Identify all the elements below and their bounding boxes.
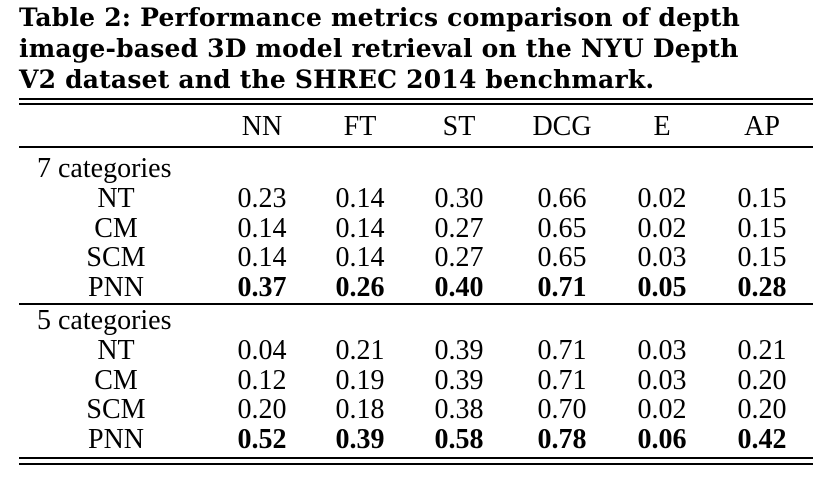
table-cell-ft: 0.14 — [335, 183, 385, 214]
row-method-scm: SCM — [86, 394, 146, 425]
table-cell-ft: 0.39 — [335, 423, 385, 455]
table-caption: Table 2: Performance metrics comparison … — [19, 2, 819, 95]
section-label: 7 categories — [37, 153, 172, 184]
table-cell-e: 0.02 — [637, 212, 687, 244]
row-method-scm: SCM — [86, 242, 146, 273]
section-rule — [19, 303, 813, 305]
table-cell-st: 0.27 — [434, 212, 484, 244]
table-cell-st: 0.40 — [434, 271, 484, 303]
caption-line-1: Table 2: Performance metrics comparison … — [19, 3, 741, 32]
table-cell-nn: 0.52 — [237, 423, 287, 455]
table-cell-nn: 0.23 — [237, 183, 287, 214]
table-cell-e: 0.03 — [637, 364, 687, 396]
table-cell-nn: 0.14 — [237, 212, 287, 244]
caption-line-3: V2 dataset and the SHREC 2014 benchmark. — [19, 65, 655, 94]
table-cell-dcg: 0.70 — [537, 394, 587, 425]
table-cell-ap: 0.15 — [737, 183, 787, 214]
table-cell-st: 0.30 — [434, 183, 484, 214]
table-cell-ap: 0.20 — [737, 364, 787, 396]
column-header-st: ST — [442, 111, 476, 142]
table-cell-ap: 0.15 — [737, 242, 787, 273]
table-cell-ft: 0.21 — [335, 335, 385, 366]
table-cell-e: 0.02 — [637, 183, 687, 214]
column-header-ap: AP — [744, 111, 780, 142]
top-rule-2 — [19, 103, 813, 105]
table-cell-dcg: 0.71 — [537, 335, 587, 366]
row-method-nt: NT — [97, 335, 135, 366]
column-header-dcg: DCG — [532, 111, 592, 142]
column-header-ft: FT — [343, 111, 377, 142]
column-header-e: E — [653, 111, 671, 142]
table-cell-st: 0.38 — [434, 394, 484, 425]
table-cell-ap: 0.15 — [737, 212, 787, 244]
row-method-pnn: PNN — [87, 423, 145, 455]
table-cell-st: 0.39 — [434, 364, 484, 396]
column-header-nn: NN — [241, 111, 283, 142]
table-cell-st: 0.58 — [434, 423, 484, 455]
row-method-nt: NT — [97, 183, 135, 214]
table-cell-nn: 0.04 — [237, 335, 287, 366]
section-label: 5 categories — [37, 305, 172, 336]
table-cell-st: 0.39 — [434, 335, 484, 366]
table-cell-dcg: 0.71 — [537, 271, 587, 303]
table-cell-nn: 0.14 — [237, 242, 287, 273]
table-cell-dcg: 0.65 — [537, 242, 587, 273]
table-cell-e: 0.02 — [637, 394, 687, 425]
table-cell-dcg: 0.66 — [537, 183, 587, 214]
table-cell-ft: 0.26 — [335, 271, 385, 303]
table-cell-nn: 0.12 — [237, 364, 287, 396]
header-rule — [19, 146, 813, 148]
table-cell-ap: 0.28 — [737, 271, 787, 303]
row-method-cm: CM — [94, 212, 138, 244]
caption-line-2: image-based 3D model retrieval on the NY… — [19, 34, 739, 63]
table-cell-ap: 0.42 — [737, 423, 787, 455]
table-cell-nn: 0.20 — [237, 394, 287, 425]
table-cell-dcg: 0.71 — [537, 364, 587, 396]
bottom-rule-1 — [19, 457, 813, 459]
table-cell-ap: 0.21 — [737, 335, 787, 366]
table-cell-ft: 0.14 — [335, 242, 385, 273]
row-method-pnn: PNN — [87, 271, 145, 303]
table-cell-ap: 0.20 — [737, 394, 787, 425]
table-cell-e: 0.03 — [637, 242, 687, 273]
table-cell-e: 0.06 — [637, 423, 687, 455]
top-rule-1 — [19, 98, 813, 100]
table-cell-e: 0.05 — [637, 271, 687, 303]
table-cell-dcg: 0.78 — [537, 423, 587, 455]
row-method-cm: CM — [94, 364, 138, 396]
table-cell-ft: 0.18 — [335, 394, 385, 425]
bottom-rule-2 — [19, 463, 813, 465]
table-cell-e: 0.03 — [637, 335, 687, 366]
table-cell-dcg: 0.65 — [537, 212, 587, 244]
table-cell-st: 0.27 — [434, 242, 484, 273]
table-cell-ft: 0.19 — [335, 364, 385, 396]
table-cell-ft: 0.14 — [335, 212, 385, 244]
table-cell-nn: 0.37 — [237, 271, 287, 303]
